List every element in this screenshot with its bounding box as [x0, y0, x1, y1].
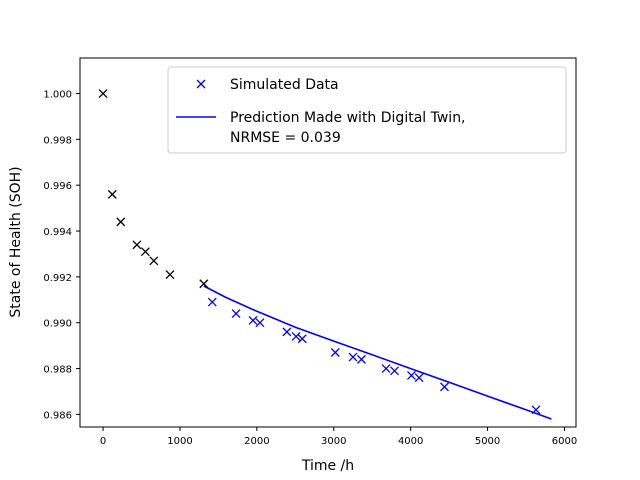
legend-label: Simulated Data: [230, 77, 339, 93]
y-axis: 0.986 0.988 0.990 0.992 0.994 0.996 0.998 1.000: [43, 90, 80, 421]
x-tick-label: 0: [100, 436, 106, 447]
data-point-0-13: [414, 373, 424, 383]
data-point-0-6: [297, 334, 307, 344]
data-point-0-4: [282, 327, 292, 337]
x-tick-label: 5000: [475, 436, 500, 447]
y-axis-title: State of Health (SOH): [8, 166, 24, 317]
data-point-1-7: [199, 279, 209, 289]
data-point-0-15: [531, 405, 541, 415]
data-point-0-5: [291, 332, 301, 341]
legend-marker-simulated: [196, 79, 206, 89]
x-tick-label: 4000: [398, 436, 423, 447]
x-axis: 0 1000 2000 3000 4000 5000 6000: [100, 427, 577, 447]
y-tick-label: 0.992: [43, 273, 72, 284]
axes-frame: [79, 57, 577, 428]
data-point-0-9: [356, 354, 366, 364]
y-tick-label: 0.990: [43, 319, 72, 330]
data-point-1-6: [165, 270, 175, 280]
y-tick-label: 0.986: [43, 410, 72, 421]
x-tick-label: 1000: [167, 436, 192, 447]
data-point-1-5: [149, 256, 159, 266]
y-tick-label: 0.996: [43, 181, 72, 192]
plot-area: [98, 89, 552, 420]
x-tick-label: 2000: [244, 436, 269, 447]
y-tick-label: 0.994: [43, 227, 72, 238]
prediction-line: [203, 285, 552, 420]
legend: Simulated Data Prediction Made with Digit…: [167, 66, 567, 154]
data-point-1-1: [107, 189, 117, 199]
y-tick-label: 0.998: [43, 135, 72, 146]
data-point-0-7: [330, 348, 340, 357]
legend-box: [167, 66, 567, 154]
data-point-1-4: [140, 247, 150, 257]
legend-label: Prediction Made with Digital Twin,: [230, 110, 466, 126]
data-point-1-0: [98, 89, 108, 98]
y-tick-label: 0.988: [43, 365, 72, 376]
legend-label: NRMSE = 0.039: [230, 130, 341, 146]
x-tick-label: 6000: [552, 436, 577, 447]
data-point-0-2: [248, 315, 258, 325]
data-point-0-1: [231, 309, 241, 319]
data-point-0-10: [381, 364, 391, 374]
data-point-1-2: [116, 217, 126, 227]
data-point-0-3: [255, 318, 265, 328]
data-point-0-11: [390, 366, 399, 376]
x-axis-title: Time /h: [301, 458, 354, 474]
data-point-0-12: [406, 370, 416, 380]
data-point-1-3: [132, 240, 142, 250]
data-point-0-14: [440, 382, 449, 392]
x-tick-label: 3000: [321, 436, 346, 447]
data-point-0-0: [207, 297, 217, 307]
y-tick-label: 1.000: [43, 90, 72, 101]
data-point-0-8: [348, 352, 358, 362]
